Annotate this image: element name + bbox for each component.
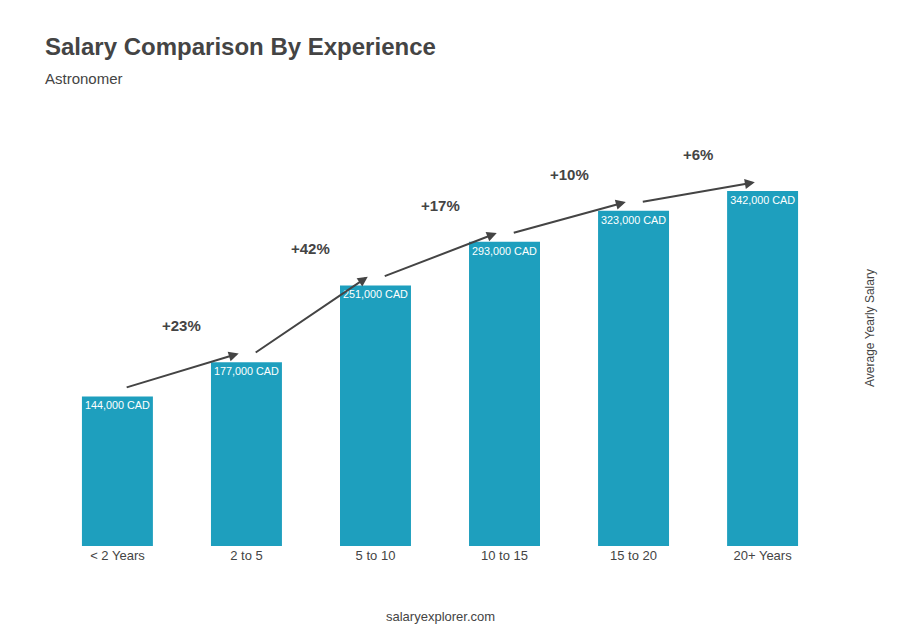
- svg-text:Salary Comparison By Experienc: Salary Comparison By Experience: [45, 33, 436, 60]
- svg-text:10 to 15: 10 to 15: [481, 548, 528, 563]
- svg-text:342,000 CAD: 342,000 CAD: [730, 194, 795, 206]
- svg-text:5 to 10: 5 to 10: [356, 548, 396, 563]
- svg-text:+23%: +23%: [162, 317, 201, 334]
- svg-text:323,000 CAD: 323,000 CAD: [601, 214, 666, 226]
- svg-text:Astronomer: Astronomer: [45, 70, 123, 87]
- svg-text:+6%: +6%: [683, 146, 713, 163]
- svg-text:Average Yearly Salary: Average Yearly Salary: [863, 269, 877, 387]
- svg-text:177,000 CAD: 177,000 CAD: [214, 365, 279, 377]
- svg-text:+10%: +10%: [550, 166, 589, 183]
- svg-text:+42%: +42%: [291, 240, 330, 257]
- svg-text:< 2 Years: < 2 Years: [90, 548, 145, 563]
- svg-text:+17%: +17%: [421, 197, 460, 214]
- svg-text:15 to 20: 15 to 20: [610, 548, 657, 563]
- svg-text:20+ Years: 20+ Years: [733, 548, 792, 563]
- svg-text:2 to 5: 2 to 5: [230, 548, 263, 563]
- svg-text:293,000 CAD: 293,000 CAD: [472, 245, 537, 257]
- svg-text:251,000 CAD: 251,000 CAD: [343, 288, 408, 300]
- svg-text:144,000 CAD: 144,000 CAD: [85, 399, 150, 411]
- svg-text:salaryexplorer.com: salaryexplorer.com: [386, 609, 495, 624]
